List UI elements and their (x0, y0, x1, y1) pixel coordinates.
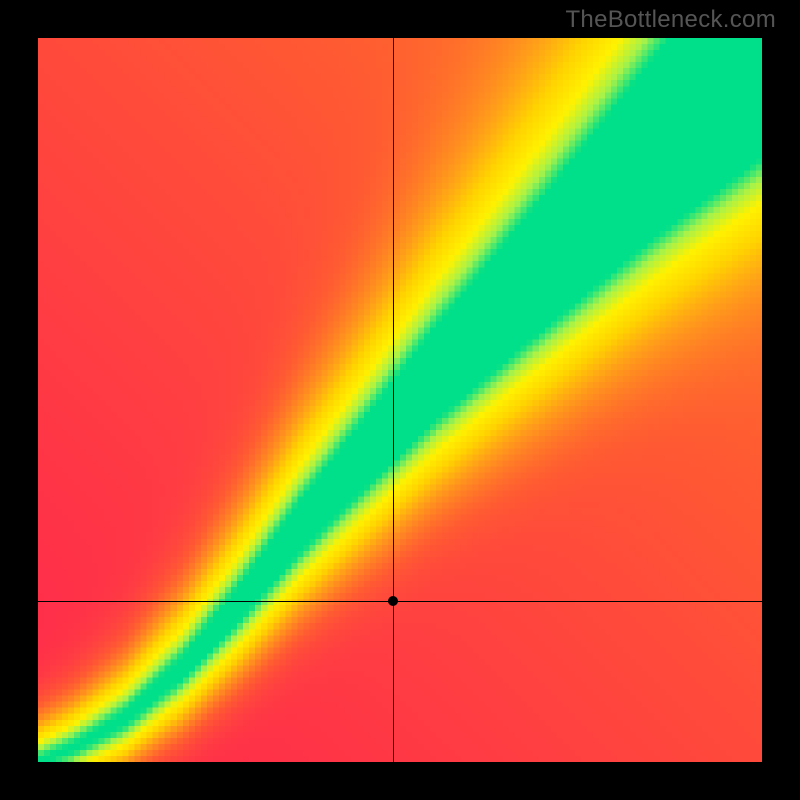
crosshair-horizontal (38, 601, 762, 602)
crosshair-vertical (393, 38, 394, 762)
heatmap-canvas (38, 38, 762, 762)
watermark-text: TheBottleneck.com (565, 6, 776, 34)
heatmap-plot (38, 38, 762, 762)
marker-point (388, 596, 398, 606)
